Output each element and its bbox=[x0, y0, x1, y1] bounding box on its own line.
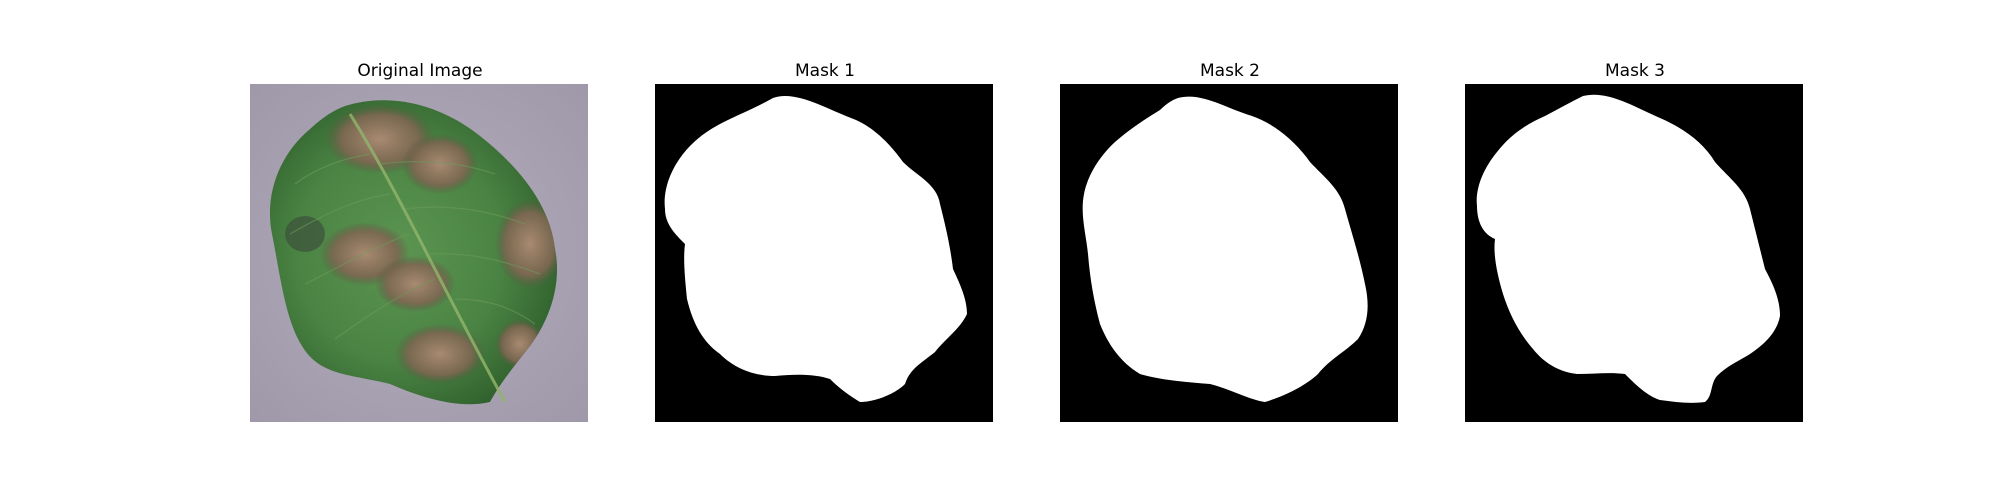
mask-3-image bbox=[1465, 84, 1803, 422]
leaf-shape bbox=[269, 100, 558, 405]
leaf-photo bbox=[250, 84, 588, 422]
panel-mask-3: Mask 3 bbox=[1465, 60, 1805, 422]
panel-title: Mask 2 bbox=[1199, 61, 1260, 81]
mask-1-image bbox=[655, 84, 993, 422]
panel-title: Mask 3 bbox=[1604, 61, 1665, 81]
panel-title: Mask 1 bbox=[794, 61, 855, 81]
panel-original-image: Original Image bbox=[250, 60, 590, 422]
mask-2-svg bbox=[1060, 84, 1398, 422]
mask-1-svg bbox=[655, 84, 993, 422]
blight-spots bbox=[285, 104, 558, 384]
mask-2-image bbox=[1060, 84, 1398, 422]
panel-mask-1: Mask 1 bbox=[655, 60, 995, 422]
panel-title: Original Image bbox=[357, 61, 483, 81]
leaf-veins bbox=[289, 153, 541, 340]
mask-2-region bbox=[1082, 96, 1368, 403]
panel-mask-2: Mask 2 bbox=[1060, 60, 1400, 422]
mask-3-svg bbox=[1465, 84, 1803, 422]
leaf-photo-svg bbox=[250, 84, 588, 422]
mask-1-region bbox=[664, 96, 967, 402]
mask-3-region bbox=[1476, 94, 1780, 403]
leaf-midrib bbox=[348, 113, 507, 403]
